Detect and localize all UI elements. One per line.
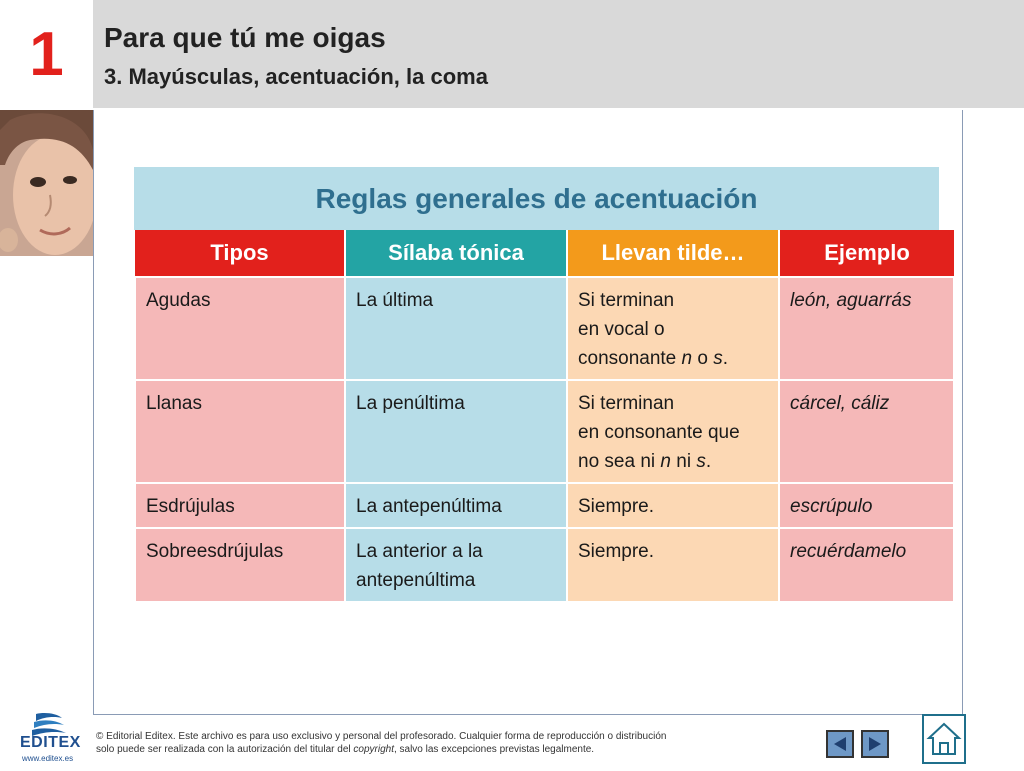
copyright-word: copyright (353, 744, 394, 755)
tilde-line: Si terminan (578, 290, 675, 311)
tilde-letter: s (713, 348, 723, 369)
cell-ejemplo: recuérdamelo (778, 527, 955, 603)
table-title: Reglas generales de acentuación (134, 167, 939, 230)
cell-silaba: La última (344, 276, 568, 381)
cell-tipo: Agudas (134, 276, 346, 381)
copyright-line-2a: solo puede ser realizada con la autoriza… (96, 744, 354, 755)
cell-ejemplo: león, aguarrás (778, 276, 955, 381)
logo-url: www.editex.es (22, 754, 74, 763)
tilde-connector: o (692, 348, 714, 369)
tilde-line: no sea ni (578, 451, 661, 472)
table-row: Agudas La última Si terminan en vocal o … (134, 276, 955, 381)
tilde-line: Si terminan (578, 393, 675, 414)
silaba-line: antepenúltima (356, 570, 476, 591)
arrow-left-icon (834, 737, 846, 751)
cell-tilde: Siempre. (566, 482, 780, 529)
column-header-tilde: Llevan tilde… (567, 230, 780, 277)
arrow-right-icon (869, 737, 881, 751)
column-header-ejemplo: Ejemplo (779, 230, 954, 277)
tilde-connector: ni (670, 451, 697, 472)
cell-ejemplo: escrúpulo (778, 482, 955, 529)
column-header-silaba: Sílaba tónica (345, 230, 568, 277)
cell-tipo: Llanas (134, 379, 346, 484)
table-row: Sobreesdrújulas La anterior a la antepen… (134, 527, 955, 603)
copyright-line-1: © Editorial Editex. Este archivo es para… (96, 731, 667, 742)
cell-silaba: La penúltima (344, 379, 568, 484)
logo-text: EDITEX (20, 734, 81, 751)
editex-logo: EDITEX www.editex.es (14, 710, 84, 766)
tilde-period: . (722, 348, 729, 369)
next-slide-button[interactable] (861, 730, 889, 758)
rules-table: Tipos Sílaba tónica Llevan tilde… Ejempl… (134, 230, 955, 603)
cell-silaba: La anterior a la antepenúltima (344, 527, 568, 603)
tilde-period: . (705, 451, 712, 472)
table-row: Esdrújulas La antepenúltima Siempre. esc… (134, 482, 955, 529)
cell-tilde: Si terminan en consonante que no sea ni … (566, 379, 780, 484)
header-bar (93, 0, 1024, 108)
tilde-line: en consonante que (578, 422, 740, 443)
tilde-letter: n (660, 451, 671, 472)
column-header-tipos: Tipos (135, 230, 346, 277)
cell-silaba: La antepenúltima (344, 482, 568, 529)
tilde-letter: s (696, 451, 706, 472)
copyright-notice: © Editorial Editex. Este archivo es para… (96, 730, 736, 756)
tilde-line: en vocal o (578, 319, 665, 340)
page-subtitle: 3. Mayúsculas, acentuación, la coma (104, 64, 488, 89)
cell-tilde: Si terminan en vocal o consonante n o s. (566, 276, 780, 381)
copyright-line-2b: , salvo las excepciones previstas legalm… (393, 744, 595, 755)
home-button[interactable] (922, 714, 966, 764)
cell-tilde: Siempre. (566, 527, 780, 603)
cell-tipo: Sobreesdrújulas (134, 527, 346, 603)
previous-slide-button[interactable] (826, 730, 854, 758)
silaba-line: La anterior a la (356, 541, 483, 562)
chapter-number: 1 (29, 19, 64, 89)
child-photo (0, 110, 93, 256)
tilde-letter: n (681, 348, 693, 369)
table-row: Llanas La penúltima Si terminan en conso… (134, 379, 955, 484)
home-icon (926, 722, 962, 755)
table-header-row: Tipos Sílaba tónica Llevan tilde… Ejempl… (135, 230, 954, 277)
child-photo-illustration (0, 110, 93, 256)
page-title: Para que tú me oigas (104, 22, 386, 53)
tilde-line: consonante (578, 348, 682, 369)
editex-logo-icon (32, 713, 66, 736)
accent-rules-table: Reglas generales de acentuación Tipos Sí… (134, 167, 955, 603)
cell-tipo: Esdrújulas (134, 482, 346, 529)
cell-ejemplo: cárcel, cáliz (778, 379, 955, 484)
